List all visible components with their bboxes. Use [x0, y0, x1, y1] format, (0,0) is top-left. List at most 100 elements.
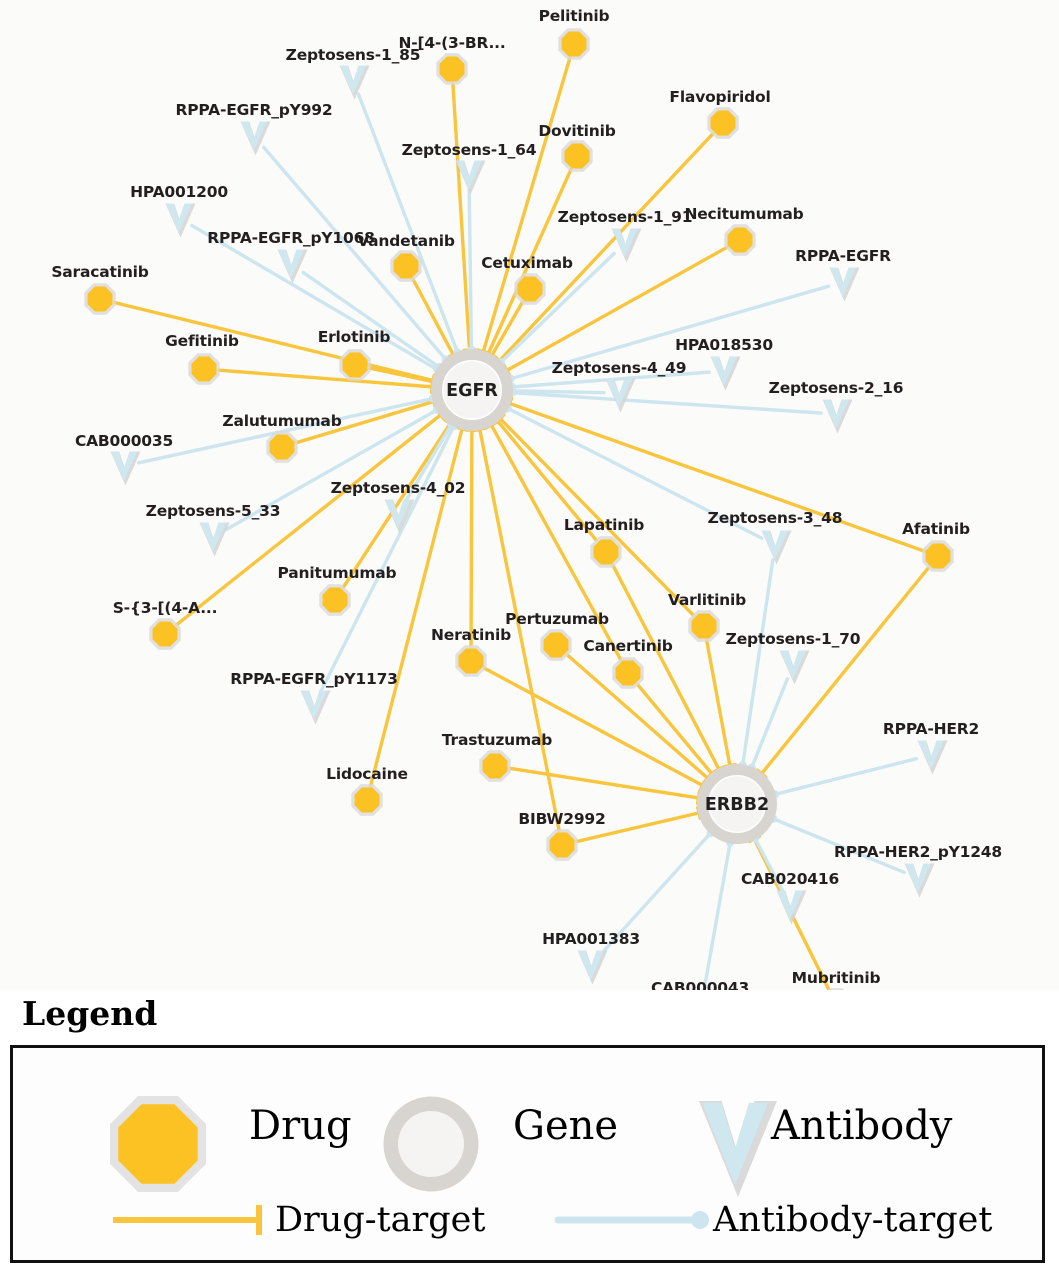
- antibody-node[interactable]: [165, 203, 196, 238]
- gene-node-egfr[interactable]: EGFR: [431, 349, 513, 431]
- drug-node[interactable]: [455, 645, 487, 677]
- antibody-node[interactable]: [455, 160, 486, 195]
- drug-target-edge: [294, 399, 436, 445]
- antibody-icon: [612, 228, 638, 258]
- antibody-icon: [385, 499, 411, 529]
- antibody-icon: [918, 740, 944, 770]
- drug-node[interactable]: [319, 584, 351, 616]
- antibody-icon: [606, 378, 632, 408]
- gene-label: EGFR: [446, 381, 498, 401]
- antibody-node[interactable]: [822, 399, 853, 434]
- antibody-node[interactable]: [605, 378, 636, 413]
- drug-target-edge: [490, 300, 525, 358]
- drug-target-edge: [367, 366, 435, 384]
- antibody-node[interactable]: [339, 65, 370, 100]
- drug-node[interactable]: [820, 988, 851, 990]
- drug-target-edge: [705, 639, 732, 768]
- drug-node[interactable]: [707, 107, 739, 139]
- antibody-node[interactable]: [779, 650, 810, 685]
- drug-target-edge: [497, 132, 715, 363]
- edge-layer: [112, 56, 931, 990]
- antibody-icon: [777, 890, 803, 920]
- gene-center: [709, 776, 765, 832]
- drug-node[interactable]: [149, 618, 181, 650]
- antibody-target-edge: [356, 92, 460, 355]
- drug-target-edge: [112, 300, 435, 383]
- antibody-node[interactable]: [384, 499, 415, 534]
- antibody-target-edge: [301, 270, 441, 369]
- drug-octagon: [191, 356, 217, 382]
- drug-octagon: [517, 276, 543, 302]
- legend-label-gene: Gene: [513, 1103, 619, 1149]
- drug-node[interactable]: [558, 28, 590, 60]
- antibody-icon: [301, 690, 327, 720]
- node-layer: EGFR ERBB2: [84, 28, 954, 990]
- antibody-target-edge: [224, 408, 439, 532]
- antibody-target-edge: [136, 396, 435, 465]
- drug-target-edge: [469, 428, 474, 648]
- legend-gene-center: [398, 1111, 464, 1177]
- drug-node[interactable]: [688, 610, 720, 642]
- drug-node[interactable]: [390, 250, 422, 282]
- drug-octagon: [615, 660, 641, 686]
- drug-node[interactable]: [612, 657, 644, 689]
- antibody-node[interactable]: [917, 740, 948, 775]
- drug-node[interactable]: [546, 829, 578, 861]
- drug-target-edge: [611, 563, 721, 772]
- antibody-node[interactable]: [300, 690, 331, 725]
- antibody-target-edge: [773, 756, 919, 797]
- drug-node[interactable]: [266, 431, 298, 463]
- legend-glyph-layer: [109, 1095, 777, 1235]
- drug-node[interactable]: [540, 629, 572, 661]
- legend-drug-octagon: [118, 1104, 198, 1184]
- drug-target-edge: [498, 416, 696, 618]
- antibody-icon: [830, 267, 856, 297]
- drug-node[interactable]: [84, 283, 116, 315]
- antibody-node[interactable]: [761, 530, 792, 565]
- drug-node[interactable]: [339, 349, 371, 381]
- drug-node[interactable]: [590, 536, 622, 568]
- antibody-node[interactable]: [710, 356, 741, 391]
- drug-target-edge: [481, 56, 572, 354]
- drug-node[interactable]: [922, 540, 954, 572]
- antibody-node[interactable]: [904, 863, 935, 898]
- legend-label-drug: Drug: [249, 1103, 352, 1149]
- legend-antibody-icon: [702, 1103, 768, 1185]
- drug-target-edge: [451, 82, 472, 352]
- antibody-node[interactable]: [776, 890, 807, 925]
- antibody-node[interactable]: [277, 249, 308, 284]
- antibody-target-edge: [508, 284, 831, 381]
- drug-octagon: [354, 787, 380, 813]
- drug-target-edge: [341, 421, 452, 590]
- legend-label-antibody-target: Antibody-target: [713, 1200, 993, 1240]
- antibody-target-edge: [510, 389, 606, 395]
- antibody-icon: [780, 650, 806, 680]
- antibody-node[interactable]: [240, 121, 271, 156]
- antibody-target-edge: [740, 558, 775, 768]
- drug-node[interactable]: [436, 53, 468, 85]
- antibody-node[interactable]: [829, 267, 860, 302]
- drug-node[interactable]: [479, 750, 511, 782]
- gene-label: ERBB2: [705, 795, 769, 815]
- drug-halo: [827, 988, 845, 990]
- drug-octagon: [727, 227, 753, 253]
- antibody-node[interactable]: [611, 228, 642, 263]
- antibody-target-edge: [505, 406, 764, 540]
- drug-node[interactable]: [188, 353, 220, 385]
- antibody-icon: [823, 399, 849, 429]
- antibody-icon: [905, 863, 931, 893]
- drug-node[interactable]: [561, 140, 593, 172]
- antibody-target-edge: [599, 831, 713, 956]
- drug-octagon: [561, 31, 587, 57]
- gene-ring: [431, 349, 513, 431]
- antibody-node[interactable]: [110, 451, 141, 486]
- network-graph-canvas[interactable]: EGFR ERBB2 Zeptosens-1_85 Zeptosens-1_64 RP…: [0, 0, 1059, 997]
- drug-node[interactable]: [514, 273, 546, 305]
- gene-node-erbb2[interactable]: ERBB2: [697, 764, 777, 844]
- drug-octagon: [393, 253, 419, 279]
- drug-node[interactable]: [351, 784, 383, 816]
- drug-node[interactable]: [724, 224, 756, 256]
- antibody-node[interactable]: [199, 522, 230, 557]
- drug-octagon: [549, 832, 575, 858]
- antibody-node[interactable]: [577, 950, 608, 985]
